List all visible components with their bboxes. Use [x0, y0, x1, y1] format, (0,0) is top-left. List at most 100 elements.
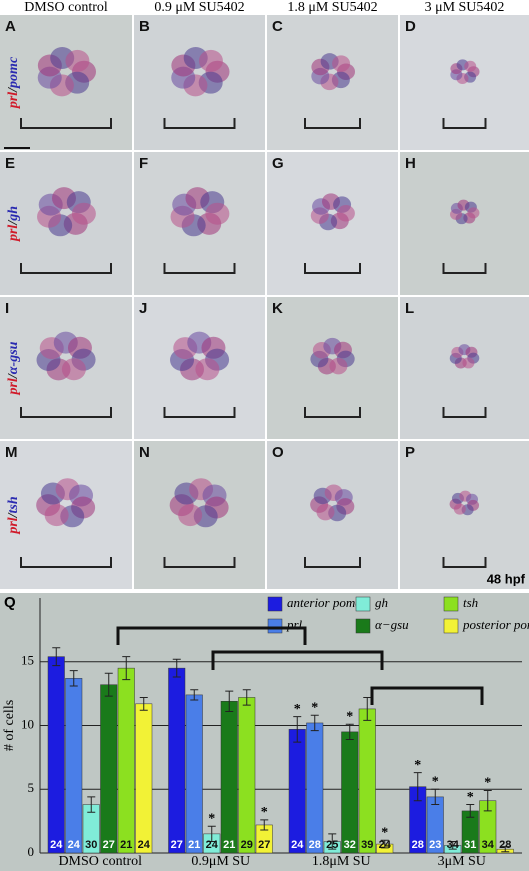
significance-mark: * — [484, 776, 491, 791]
bracket — [20, 118, 112, 129]
cell-stain — [462, 357, 475, 369]
cell-stain — [464, 60, 477, 72]
cell-stain — [329, 357, 348, 375]
sample-size-label: 23 — [429, 839, 441, 851]
legend-label: α−gsu — [375, 617, 409, 632]
row-label-part: / — [6, 373, 21, 379]
error-bar — [69, 670, 78, 687]
error-bar — [225, 690, 234, 712]
column-header: 3 μM SU5402 — [425, 0, 505, 15]
bracket — [163, 118, 236, 129]
bracket — [20, 263, 112, 274]
row-label: prl/tsh — [6, 496, 21, 535]
error-bar — [448, 841, 457, 850]
bracket — [163, 557, 236, 568]
legend-label: tsh — [463, 595, 478, 610]
sample-size-label: 39 — [361, 839, 373, 851]
row-label-part: tsh — [6, 496, 21, 513]
cell-stain — [316, 503, 335, 521]
micrograph — [400, 297, 529, 439]
panel-letter: I — [5, 300, 9, 317]
bar — [288, 729, 306, 854]
cell-stain — [336, 205, 355, 222]
panel-letter: C — [272, 18, 283, 35]
cell-stain — [205, 202, 230, 225]
panel-letter: M — [5, 444, 18, 461]
y-tick-label: 10 — [21, 716, 34, 731]
cell-stain — [44, 504, 69, 527]
row-label-part: α-gsu — [6, 341, 21, 374]
row-label-part: / — [6, 220, 21, 226]
cell-stain — [71, 202, 96, 225]
error-bar — [87, 796, 96, 813]
legend-label: posterior pomc — [462, 617, 529, 632]
panel-letter: O — [272, 444, 284, 461]
sample-size-label: 21 — [188, 839, 200, 851]
legend-swatch — [267, 596, 283, 612]
row-label-part: prl — [6, 225, 21, 242]
row-label-part: / — [6, 87, 21, 93]
significance-mark: * — [381, 825, 388, 840]
sample-size-label: 24 — [50, 839, 63, 851]
error-bar — [104, 672, 113, 697]
error-bar — [483, 790, 492, 812]
error-bar — [328, 833, 337, 850]
panel-letter: D — [405, 18, 416, 35]
sample-size-label: 24 — [138, 839, 151, 851]
error-bar — [139, 696, 148, 711]
column-header: DMSO control — [24, 0, 108, 15]
legend-swatch — [355, 596, 371, 612]
bracket — [442, 263, 487, 274]
cell-stain — [332, 55, 351, 72]
bracket — [20, 557, 112, 568]
cell-stain — [198, 49, 223, 72]
bracket — [163, 407, 236, 418]
panel-letter: P — [405, 444, 415, 461]
sample-size-label: 32 — [344, 839, 356, 851]
x-tick-label: DMSO control — [58, 854, 142, 869]
bracket — [442, 407, 487, 418]
row-label-part: / — [6, 512, 21, 518]
row-label-part: gh — [6, 206, 21, 222]
error-bar — [242, 689, 251, 706]
bracket — [211, 650, 384, 670]
error-bar — [413, 772, 422, 802]
bracket — [20, 407, 112, 418]
panel-letter: G — [272, 155, 284, 172]
legend-label: prl — [286, 617, 303, 632]
row-label-part: prl — [6, 517, 21, 534]
sample-size-label: 28 — [499, 839, 511, 851]
column-header: 1.8 μM SU5402 — [287, 0, 377, 15]
sample-size-label: 25 — [326, 839, 338, 851]
sample-size-label: 21 — [120, 839, 132, 851]
panel-letter: B — [139, 18, 150, 35]
bar — [238, 697, 256, 854]
y-tick-label: 15 — [21, 653, 34, 668]
bar — [135, 703, 153, 854]
micrograph — [400, 441, 529, 589]
significance-mark: * — [346, 709, 353, 724]
bracket — [304, 263, 361, 274]
panel-letter: J — [139, 300, 147, 317]
sample-size-label: 29 — [241, 839, 253, 851]
bracket — [442, 118, 487, 129]
bar-chart: Q # of cells 0 5 10 15 DMSO control 24 24 30 27 21 2… — [2, 594, 529, 869]
row-label: prl/gh — [6, 206, 21, 242]
cell-stain — [453, 503, 466, 515]
error-bar — [501, 846, 510, 853]
error-bar — [260, 819, 269, 831]
bracket — [442, 557, 487, 568]
cell-stain — [195, 358, 220, 381]
significance-mark: * — [467, 790, 474, 805]
cell-stain — [467, 207, 480, 219]
bar — [220, 701, 238, 854]
sample-size-label: 31 — [464, 839, 476, 851]
row-label-part: prl — [6, 92, 21, 109]
error-bar — [363, 696, 372, 721]
sample-size-label: 24 — [379, 839, 392, 851]
y-tick-label: 5 — [28, 780, 35, 795]
bracket — [304, 118, 361, 129]
legend-label: anterior pomc — [287, 595, 361, 610]
legend-label: gh — [375, 595, 388, 610]
sample-size-label: 34 — [447, 839, 460, 851]
